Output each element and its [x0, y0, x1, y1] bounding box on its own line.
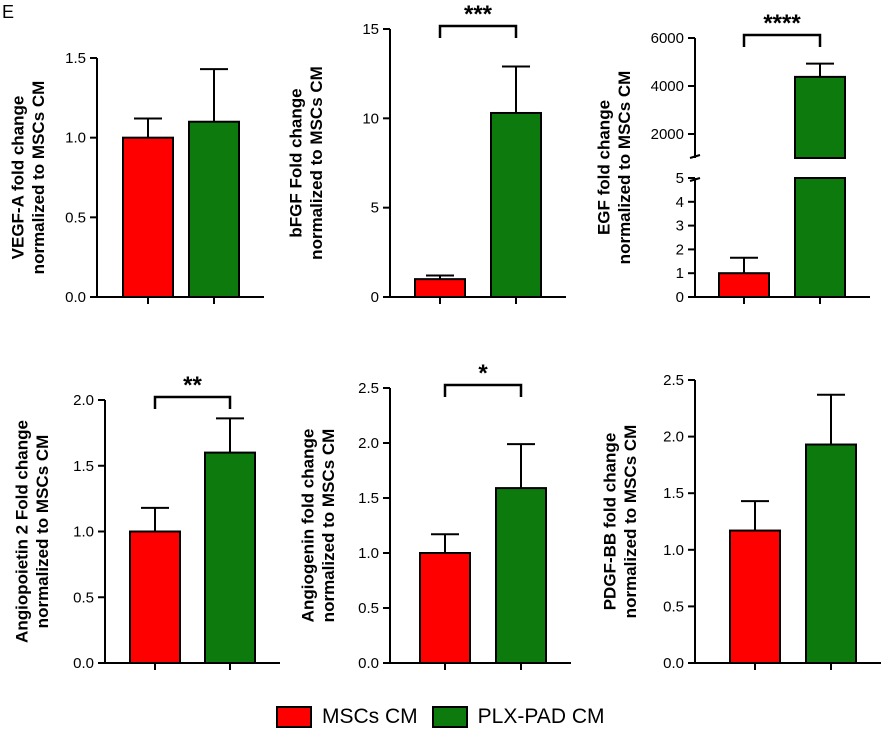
- y-axis-label-line: normalized to MSCs CM: [621, 425, 640, 619]
- y-tick-label: 2.5: [358, 380, 379, 397]
- y-axis-label-line: VEGF-A fold change: [8, 96, 27, 260]
- y-tick-label: 0.0: [65, 289, 86, 306]
- y-tick-label: 1.0: [663, 542, 684, 559]
- legend-label-mscs: MSCs CM: [322, 705, 418, 728]
- y-tick-label: 1.5: [358, 490, 379, 507]
- bar-2-lower: [794, 177, 846, 298]
- bar-1: [718, 272, 770, 299]
- chart-3: 0 1 2 3 4 5 2000 4000 6000 EGF fold changenormali…: [594, 10, 870, 306]
- y-tick-label: 0.0: [73, 655, 94, 672]
- bar-1: [729, 529, 781, 665]
- bar-1: [419, 552, 471, 664]
- y-tick-label: 6000: [651, 30, 684, 47]
- y-axis-label-line: normalized to MSCs CM: [29, 81, 48, 275]
- y-axis-label-line: Angiopoietin 2 Fold change: [12, 420, 31, 643]
- bar-2-upper: [794, 75, 846, 159]
- y-tick-label: 10: [362, 110, 379, 127]
- y-tick-label: 1: [676, 265, 684, 282]
- axis-break-mark-upper: [689, 154, 701, 159]
- y-tick-label: 5: [676, 170, 684, 187]
- significance-stars: ***: [464, 1, 493, 28]
- y-axis-label-line: bFGF Fold change: [286, 88, 305, 237]
- chart-5: 0.0 0.5 1.0 1.5 2.0 2.5 Angiogenin fold change…: [298, 360, 571, 672]
- y-tick-label: 0.5: [358, 600, 379, 617]
- bar-1: [122, 136, 174, 298]
- bar-1: [414, 278, 466, 298]
- bar-2: [495, 487, 547, 664]
- legend-item-mscs: MSCs CM: [276, 705, 418, 729]
- bar-2: [204, 451, 256, 664]
- y-axis-label: PDGF-BB fold changenormalized to MSCs CM: [600, 425, 639, 619]
- y-axis-label-line: normalized to MSCs CM: [615, 71, 634, 265]
- y-axis-label: Angiogenin fold changenormalized to MSCs…: [298, 429, 337, 623]
- chart-1: 0.0 0.5 1.0 1.5 VEGF-A fold changenormalized…: [8, 50, 264, 306]
- y-tick-label: 0: [371, 289, 379, 306]
- y-tick-label: 2: [676, 241, 684, 258]
- y-axis-label-line: normalized to MSCs CM: [307, 66, 326, 260]
- y-axis-label-line: EGF fold change: [594, 100, 613, 235]
- significance-stars: **: [183, 372, 202, 399]
- y-axis-label: VEGF-A fold changenormalized to MSCs CM: [8, 81, 47, 275]
- y-axis-label-line: normalized to MSCs CM: [319, 429, 338, 623]
- bar-1: [129, 530, 181, 664]
- y-tick-label: 2.5: [663, 372, 684, 389]
- y-tick-label: 2.0: [73, 392, 94, 409]
- y-tick-label: 4: [676, 194, 684, 211]
- legend-swatch-mscs: [276, 706, 312, 728]
- y-tick-label: 1.0: [65, 130, 86, 147]
- legend-label-plx: PLX-PAD CM: [477, 705, 605, 728]
- y-tick-label: 3: [676, 218, 684, 235]
- y-axis-label-line: PDGF-BB fold change: [600, 433, 619, 611]
- y-tick-label: 1.5: [73, 458, 94, 475]
- y-tick-label: 2.0: [358, 435, 379, 452]
- y-tick-label: 0.5: [65, 209, 86, 226]
- y-tick-label: 1.0: [73, 524, 94, 541]
- bar-2: [490, 111, 542, 299]
- y-axis-label-line: normalized to MSCs CM: [33, 435, 52, 629]
- y-tick-label: 1.5: [663, 485, 684, 502]
- y-tick-label: 4000: [651, 78, 684, 95]
- y-tick-label: 2.0: [663, 429, 684, 446]
- chart-2: 0 5 10 15 bFGF Fold changenormalized to MSCs…: [286, 1, 566, 306]
- y-tick-label: 1.5: [65, 50, 86, 67]
- significance-bracket: [438, 24, 518, 38]
- significance-stars: *: [478, 360, 488, 387]
- y-tick-label: 0.0: [358, 655, 379, 672]
- y-tick-label: 0.0: [663, 655, 684, 672]
- chart-6: 0.0 0.5 1.0 1.5 2.0 2.5 PDGF-BB fold changenor…: [600, 372, 881, 672]
- significance-bracket: [443, 383, 523, 397]
- y-axis-label-line: Angiogenin fold change: [298, 429, 317, 623]
- y-axis-label: Angiopoietin 2 Fold changenormalized to …: [12, 420, 51, 643]
- bar-2: [188, 120, 240, 298]
- significance-bracket: [153, 395, 232, 409]
- y-tick-label: 15: [362, 21, 379, 38]
- y-tick-label: 0.5: [663, 598, 684, 615]
- axis-break-mark-lower: [689, 177, 701, 182]
- significance-stars: ****: [763, 10, 801, 37]
- y-tick-label: 0.5: [73, 589, 94, 606]
- legend-item-plx: PLX-PAD CM: [431, 705, 605, 729]
- chart-4: 0.0 0.5 1.0 1.5 2.0 Angiopoietin 2 Fold chang…: [12, 372, 280, 672]
- legend: MSCs CM PLX-PAD CM: [276, 705, 618, 729]
- y-axis-label: bFGF Fold changenormalized to MSCs CM: [286, 66, 325, 260]
- legend-swatch-plx: [431, 706, 468, 728]
- panel-label: E: [2, 2, 15, 22]
- bar-2: [805, 443, 857, 664]
- y-axis-label: EGF fold changenormalized to MSCs CM: [594, 71, 633, 265]
- y-tick-label: 0: [676, 289, 684, 306]
- y-tick-label: 1.0: [358, 545, 379, 562]
- y-tick-label: 5: [371, 200, 379, 217]
- y-tick-label: 2000: [651, 126, 684, 143]
- significance-bracket: [742, 33, 822, 47]
